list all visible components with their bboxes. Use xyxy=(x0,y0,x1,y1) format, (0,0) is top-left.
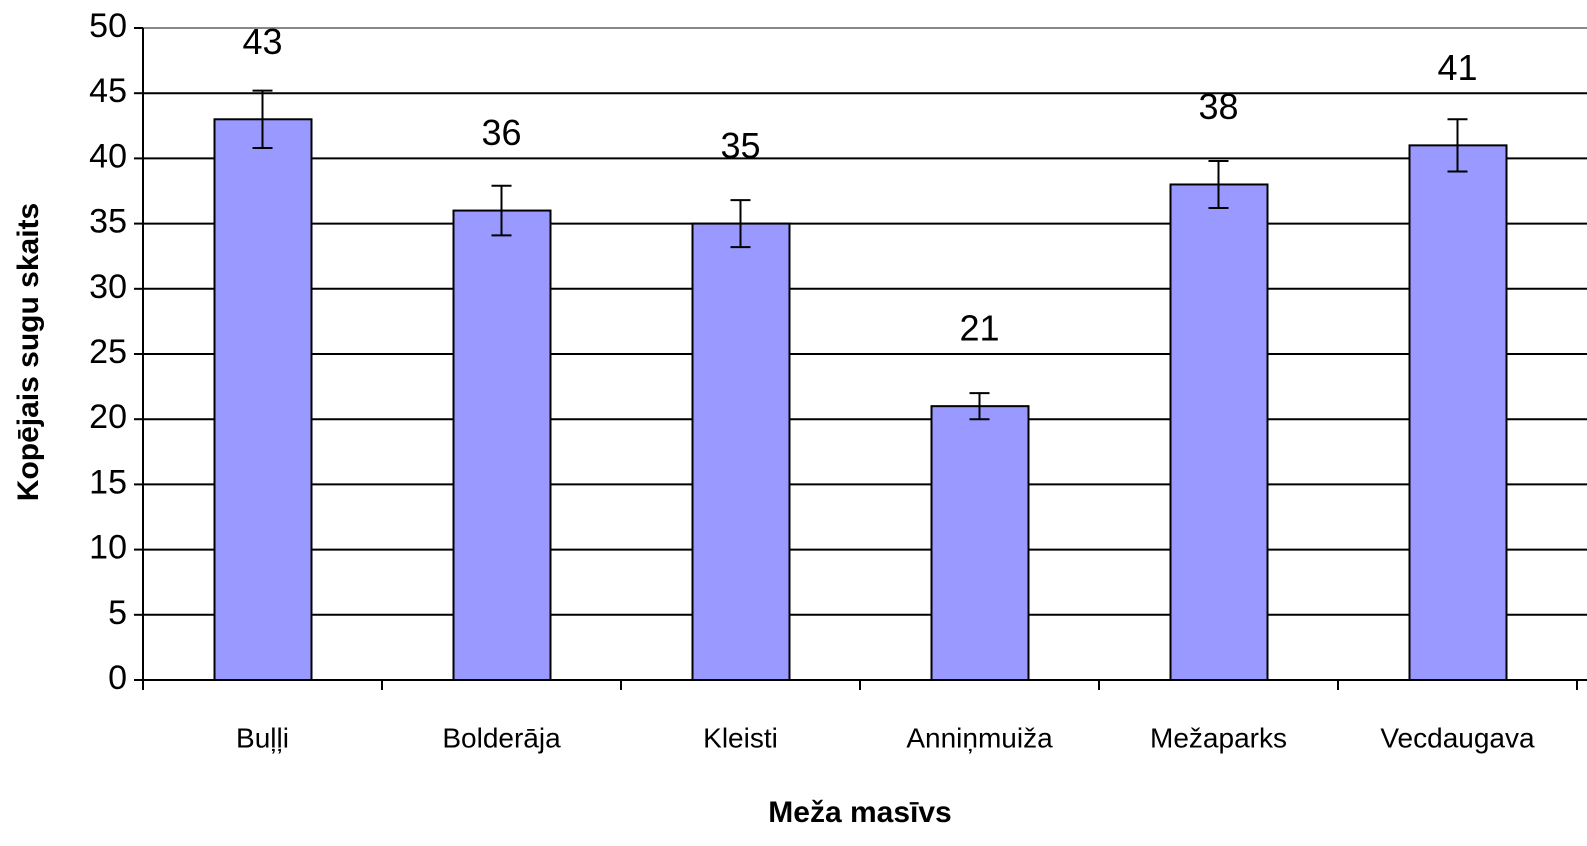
value-label: 36 xyxy=(481,112,521,153)
y-tick-label: 50 xyxy=(89,7,127,45)
x-tick-label: Mežaparks xyxy=(1150,722,1287,753)
bar xyxy=(691,222,791,681)
y-tick-label: 20 xyxy=(89,398,127,436)
bar xyxy=(452,209,552,681)
bar xyxy=(1408,144,1508,682)
y-tick-label: 10 xyxy=(89,529,127,567)
x-tick-label: Kleisti xyxy=(703,722,778,753)
y-tick-label: 45 xyxy=(89,72,127,110)
value-label: 35 xyxy=(720,125,760,166)
value-label: 41 xyxy=(1437,47,1477,88)
y-tick-label: 25 xyxy=(89,333,127,371)
bar xyxy=(213,118,313,681)
x-tick-label: Bolderāja xyxy=(442,722,561,753)
bar xyxy=(930,405,1030,681)
y-tick-label: 35 xyxy=(89,203,127,241)
x-tick-label: Buļļi xyxy=(236,722,289,753)
value-label: 38 xyxy=(1198,86,1238,127)
value-label: 43 xyxy=(242,21,282,62)
x-axis-title: Meža masīvs xyxy=(768,796,951,829)
x-tick-label: Vecdaugava xyxy=(1380,722,1535,753)
y-tick-label: 40 xyxy=(89,137,127,175)
y-tick-label: 30 xyxy=(89,268,127,306)
bar xyxy=(1169,183,1269,681)
y-axis-title: Kopējais sugu skaits xyxy=(12,203,45,501)
value-label: 21 xyxy=(959,308,999,349)
y-tick-label: 5 xyxy=(108,594,127,632)
x-tick-label: Anniņmuiža xyxy=(906,722,1053,753)
y-tick-label: 0 xyxy=(108,659,127,697)
y-tick-label: 15 xyxy=(89,463,127,501)
